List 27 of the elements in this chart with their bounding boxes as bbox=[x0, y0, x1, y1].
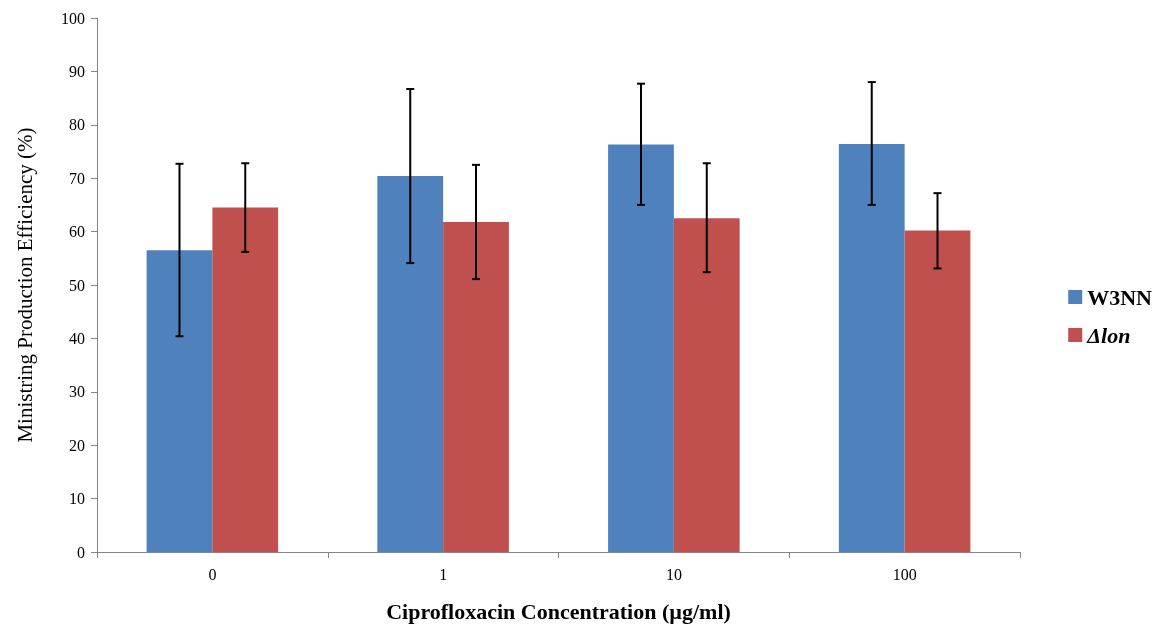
bar bbox=[904, 230, 971, 552]
bar bbox=[212, 207, 279, 552]
bar bbox=[608, 144, 674, 552]
y-tick-label: 20 bbox=[69, 436, 85, 454]
x-tick-label: 100 bbox=[892, 565, 917, 583]
bar bbox=[146, 250, 213, 552]
x-tick-label: 10 bbox=[665, 565, 682, 583]
x-tick-label: 0 bbox=[208, 565, 217, 583]
y-axis-title: Ministring Production Efficiency (%) bbox=[12, 127, 37, 443]
x-axis-title: Ciprofloxacin Concentration (µg/ml) bbox=[386, 598, 731, 624]
bar bbox=[377, 176, 444, 552]
legend-label: Δlon bbox=[1086, 322, 1131, 348]
y-tick-label: 90 bbox=[69, 62, 85, 80]
bar bbox=[673, 218, 740, 552]
bar bbox=[838, 144, 905, 552]
y-tick-label: 100 bbox=[61, 9, 85, 27]
y-tick-label: 0 bbox=[77, 543, 85, 561]
y-tick-label: 50 bbox=[69, 276, 85, 294]
y-tick-label: 30 bbox=[69, 383, 85, 401]
y-tick-label: 40 bbox=[69, 329, 85, 347]
y-tick-label: 60 bbox=[69, 223, 85, 241]
bar bbox=[443, 221, 509, 552]
y-tick-label: 70 bbox=[69, 169, 85, 187]
y-tick-label: 80 bbox=[69, 116, 85, 134]
legend-label: W3NN bbox=[1087, 284, 1153, 310]
x-tick-label: 1 bbox=[439, 565, 448, 583]
y-tick-label: 10 bbox=[69, 490, 85, 508]
